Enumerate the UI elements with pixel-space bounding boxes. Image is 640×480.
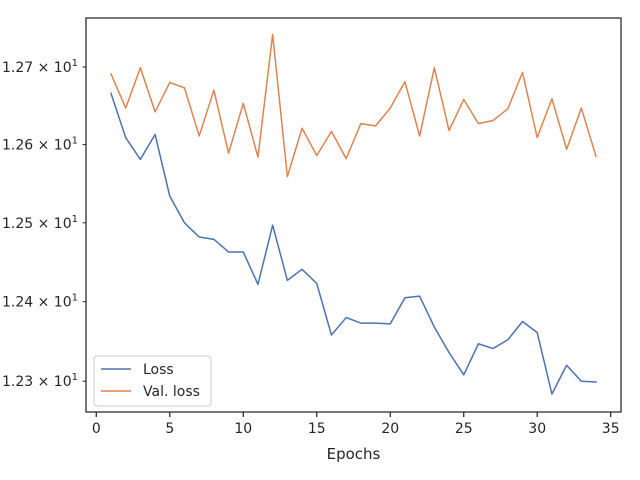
y-tick-label: 1.24 × 101 (2, 293, 78, 311)
y-tick-label: 1.26 × 101 (2, 136, 78, 154)
x-tick-label: 5 (165, 421, 174, 437)
x-tick-label: 15 (308, 421, 326, 437)
x-axis-label: Epochs (327, 445, 381, 463)
x-tick-label: 25 (455, 421, 473, 437)
x-tick-label: 0 (92, 421, 101, 437)
legend: Loss Val. loss (93, 355, 212, 407)
x-tick-label: 35 (602, 421, 620, 437)
y-tick-exponent: 1 (72, 372, 78, 383)
series-line-0 (110, 92, 597, 395)
x-tick-label: 30 (528, 421, 546, 437)
x-tick-label: 10 (234, 421, 252, 437)
y-tick-label: 1.25 × 101 (2, 214, 78, 232)
plot-marks (110, 33, 597, 395)
y-tick-mantissa: 1.25 × 10 (2, 216, 72, 232)
legend-label-0: Loss (143, 362, 174, 378)
x-axis: 0 5 10 15 20 25 30 35 (92, 412, 620, 437)
y-tick-mantissa: 1.27 × 10 (2, 60, 72, 76)
y-tick-mantissa: 1.24 × 10 (2, 295, 72, 311)
plot-area-frame (85, 17, 622, 413)
y-tick-exponent: 1 (72, 293, 78, 304)
x-tick-label: 20 (381, 421, 399, 437)
y-tick-mantissa: 1.26 × 10 (2, 138, 72, 154)
y-tick-label: 1.27 × 101 (2, 58, 78, 76)
y-tick-exponent: 1 (72, 214, 78, 225)
y-tick-mantissa: 1.23 × 10 (2, 374, 72, 390)
y-tick-label: 1.23 × 101 (2, 372, 78, 390)
legend-label-1: Val. loss (143, 384, 200, 400)
series-line-1 (110, 33, 597, 178)
y-tick-exponent: 1 (72, 136, 78, 147)
y-tick-exponent: 1 (72, 58, 78, 69)
